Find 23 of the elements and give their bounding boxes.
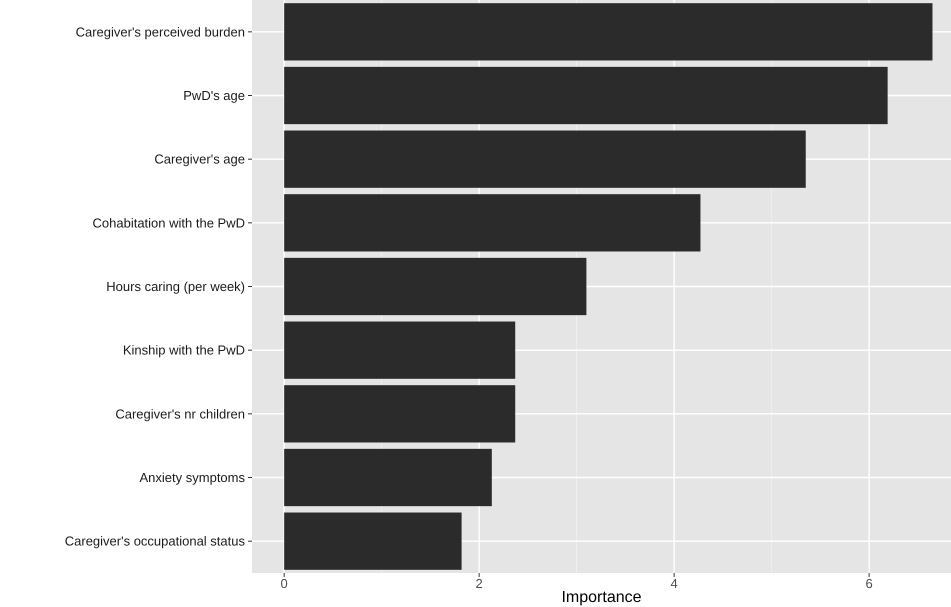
bar bbox=[284, 385, 516, 442]
y-tick-label: Cohabitation with the PwD bbox=[92, 215, 245, 230]
x-tick-label: 0 bbox=[280, 576, 288, 591]
bar bbox=[284, 322, 516, 379]
x-tick-label: 2 bbox=[476, 576, 483, 591]
x-tick-label: 6 bbox=[865, 576, 873, 591]
y-tick-label: Kinship with the PwD bbox=[122, 342, 245, 358]
y-tick-label: Caregiver's age bbox=[154, 152, 245, 167]
bar bbox=[284, 66, 888, 124]
bar bbox=[284, 448, 492, 506]
y-tick-label: PwD's age bbox=[183, 88, 245, 104]
bar bbox=[284, 194, 700, 252]
bar bbox=[284, 512, 462, 570]
y-tick-label: Caregiver's nr children bbox=[115, 406, 245, 422]
x-axis-title: Importance bbox=[561, 589, 642, 606]
y-tick-label: Caregiver's occupational status bbox=[64, 534, 246, 549]
bar bbox=[284, 3, 932, 60]
y-tick-label: Anxiety symptoms bbox=[140, 470, 246, 486]
y-tick-label: Hours caring (per week) bbox=[106, 279, 245, 294]
x-tick-label: 4 bbox=[670, 576, 678, 591]
y-tick-label: Caregiver's perceived burden bbox=[76, 24, 245, 40]
bar bbox=[284, 130, 806, 188]
bar bbox=[284, 258, 586, 316]
